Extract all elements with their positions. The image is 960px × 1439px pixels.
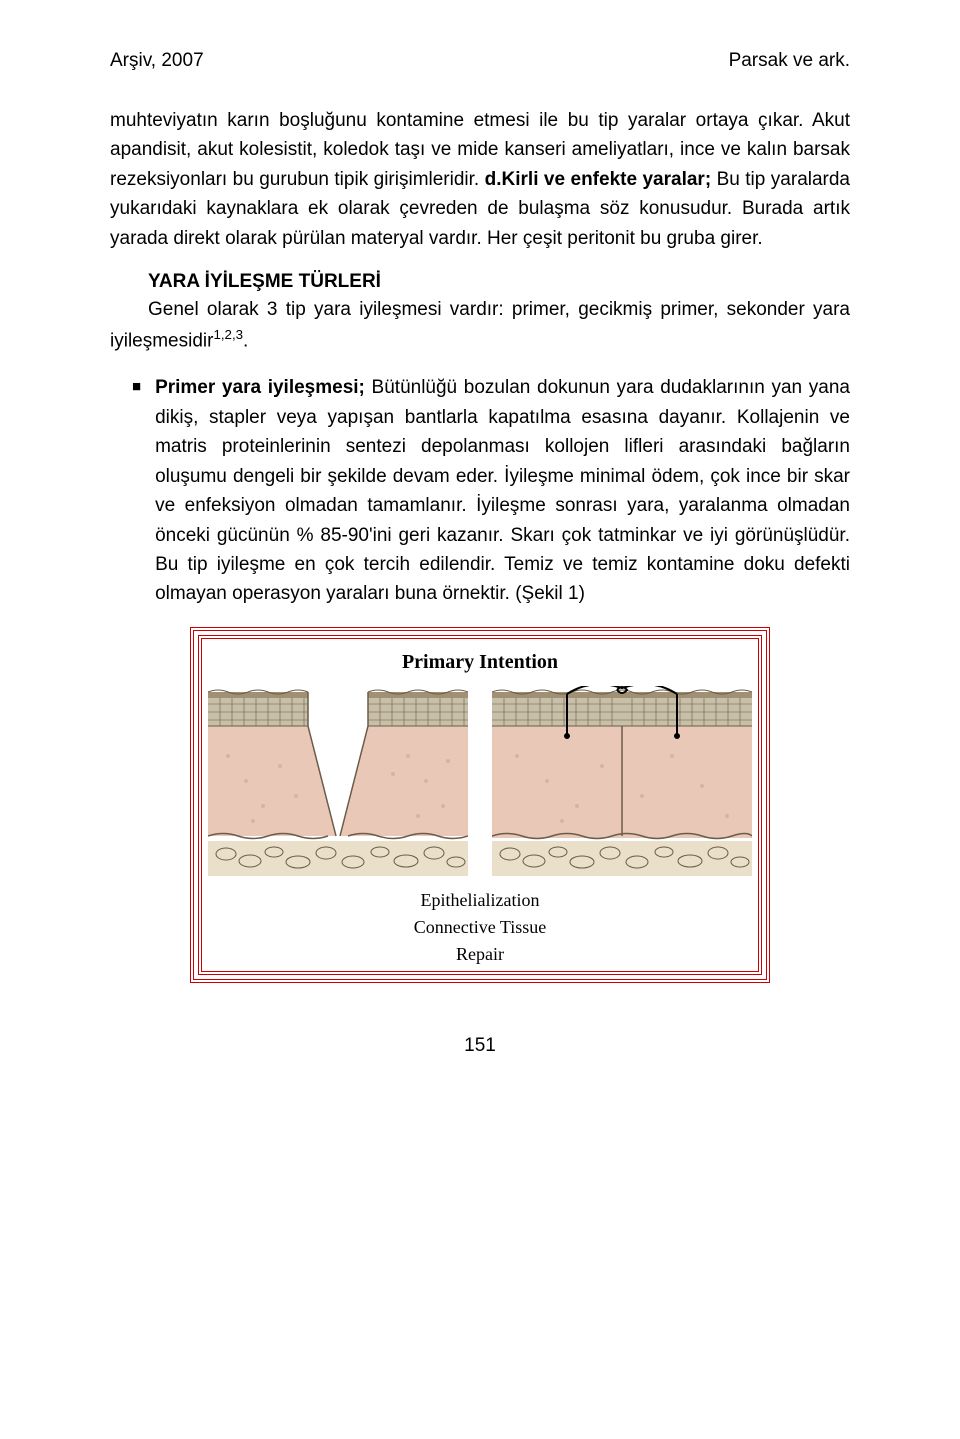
figure-frame: Primary Intention — [190, 627, 770, 983]
header-left: Arşiv, 2007 — [110, 50, 204, 72]
section-title: YARA İYİLEŞME TÜRLERİ — [110, 271, 850, 293]
bullet-text: Primer yara iyileşmesi; Bütünlüğü bozula… — [155, 373, 850, 609]
bullet-item: ■ Primer yara iyileşmesi; Bütünlüğü bozu… — [132, 373, 850, 609]
label-epithelialization: Epithelialization — [208, 890, 752, 911]
figure-labels: Epithelialization Connective Tissue Repa… — [208, 890, 752, 965]
p2-sup: 1,2,3 — [213, 327, 243, 342]
page-number: 151 — [110, 1035, 850, 1057]
panel-right-sutured — [492, 686, 752, 876]
label-connective-tissue: Connective Tissue — [208, 917, 752, 938]
p2-end: . — [243, 330, 248, 351]
header-right: Parsak ve ark. — [729, 50, 850, 72]
paragraph-1: muhteviyatın karın boşluğunu kontamine e… — [110, 106, 850, 253]
bullet-rest: Bütünlüğü bozulan dokunun yara dudakları… — [155, 377, 850, 604]
panel-left-wound — [208, 686, 468, 876]
paragraph-2: Genel olarak 3 tip yara iyileşmesi vardı… — [110, 295, 850, 355]
p1-bold: d.Kirli ve enfekte yaralar; — [485, 169, 712, 190]
bullet-marker-icon: ■ — [132, 378, 141, 609]
label-repair: Repair — [208, 944, 752, 965]
figure-inner: Primary Intention — [198, 635, 762, 975]
p2-text: Genel olarak 3 tip yara iyileşmesi vardı… — [110, 299, 850, 351]
bullet-bold: Primer yara iyileşmesi; — [155, 377, 365, 398]
figure-title: Primary Intention — [208, 651, 752, 674]
figure-panels — [208, 686, 752, 876]
